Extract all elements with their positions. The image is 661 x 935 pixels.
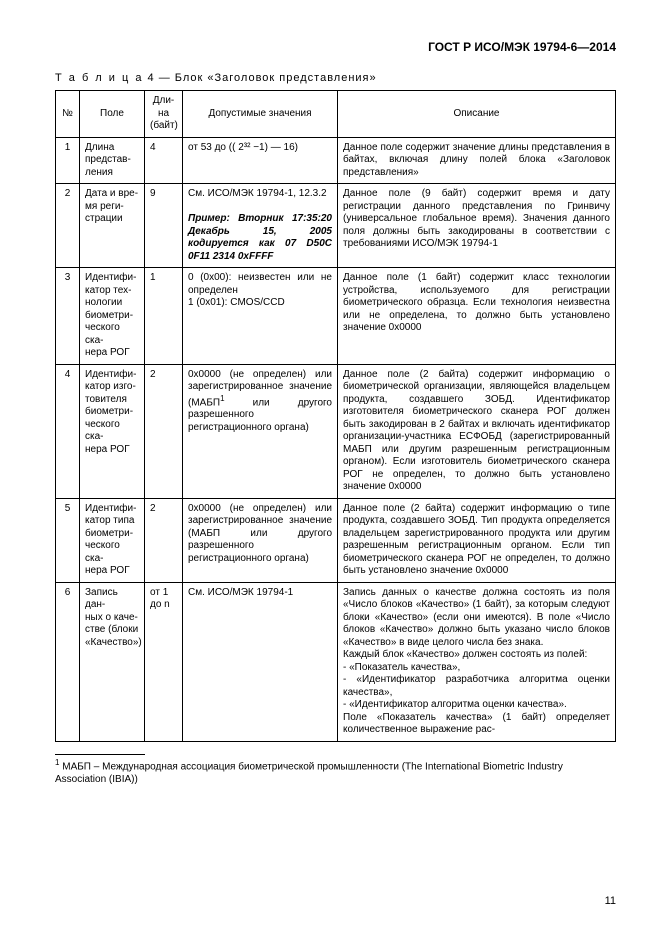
cell-length: 4 xyxy=(145,137,183,184)
table-row: 4Идентифи-катор изго-товителя биометри-ч… xyxy=(56,364,616,498)
page-number: 11 xyxy=(605,895,616,907)
footnote-text: МАБП – Международная ассоциация биометри… xyxy=(55,761,563,785)
cell-description: Данное поле (2 байта) содержит информаци… xyxy=(338,364,616,498)
cell-allowed: 0 (0x00): неизвестен или не определен1 (… xyxy=(183,268,338,365)
page: ГОСТ Р ИСО/МЭК 19794-6—2014 Т а б л и ц … xyxy=(0,0,661,935)
cell-description: Запись данных о качестве должна состоять… xyxy=(338,582,616,741)
col-header-num: № xyxy=(56,91,80,138)
cell-allowed: 0x0000 (не определен) или зарегистрирова… xyxy=(183,498,338,582)
table-row: 1Длина представ-ления4от 53 до (( 2³² −1… xyxy=(56,137,616,184)
cell-num: 1 xyxy=(56,137,80,184)
cell-description: Данное поле (9 байт) содержит время и да… xyxy=(338,184,616,268)
footnote-separator xyxy=(55,754,145,755)
main-table: № Поле Дли-на(байт) Допустимые значения … xyxy=(55,90,616,742)
cell-length: 2 xyxy=(145,498,183,582)
cell-description: Данное поле (2 байта) содержит информаци… xyxy=(338,498,616,582)
footnote: 1 МАБП – Международная ассоциация биомет… xyxy=(55,758,616,786)
cell-allowed: от 53 до (( 2³² −1) — 16) xyxy=(183,137,338,184)
cell-field: Идентифи-катор тех-нологии биометри-ческ… xyxy=(80,268,145,365)
document-code: ГОСТ Р ИСО/МЭК 19794-6—2014 xyxy=(55,40,616,54)
cell-num: 3 xyxy=(56,268,80,365)
table-row: 3Идентифи-катор тех-нологии биометри-чес… xyxy=(56,268,616,365)
caption-label: Т а б л и ц а xyxy=(55,72,143,84)
cell-length: 1 xyxy=(145,268,183,365)
caption-dash: — xyxy=(159,72,171,84)
table-row: 2Дата и вре-мя реги-страции9См. ИСО/МЭК … xyxy=(56,184,616,268)
cell-description: Данное поле (1 байт) содержит класс техн… xyxy=(338,268,616,365)
cell-num: 2 xyxy=(56,184,80,268)
cell-length: от 1 до n xyxy=(145,582,183,741)
cell-num: 4 xyxy=(56,364,80,498)
cell-description: Данное поле содержит значение длины пред… xyxy=(338,137,616,184)
cell-length: 9 xyxy=(145,184,183,268)
cell-length: 2 xyxy=(145,364,183,498)
caption-title: Блок «Заголовок представления» xyxy=(175,72,377,84)
cell-allowed: 0x0000 (не определен) или зарегистрирова… xyxy=(183,364,338,498)
cell-allowed: См. ИСО/МЭК 19794-1 xyxy=(183,582,338,741)
cell-allowed: См. ИСО/МЭК 19794-1, 12.3.2Пример: Вторн… xyxy=(183,184,338,268)
cell-field: Дата и вре-мя реги-страции xyxy=(80,184,145,268)
table-body: 1Длина представ-ления4от 53 до (( 2³² −1… xyxy=(56,137,616,741)
caption-num: 4 xyxy=(148,72,155,84)
table-header-row: № Поле Дли-на(байт) Допустимые значения … xyxy=(56,91,616,138)
col-header-desc: Описание xyxy=(338,91,616,138)
table-row: 6Запись дан-ных о каче-стве (блоки «Каче… xyxy=(56,582,616,741)
cell-field: Идентифи-катор изго-товителя биометри-че… xyxy=(80,364,145,498)
table-row: 5Идентифи-катор типа биометри-ческого ск… xyxy=(56,498,616,582)
col-header-allowed: Допустимые значения xyxy=(183,91,338,138)
col-header-field: Поле xyxy=(80,91,145,138)
table-caption: Т а б л и ц а 4 — Блок «Заголовок предст… xyxy=(55,72,616,84)
cell-num: 6 xyxy=(56,582,80,741)
cell-num: 5 xyxy=(56,498,80,582)
cell-field: Запись дан-ных о каче-стве (блоки «Качес… xyxy=(80,582,145,741)
col-header-len: Дли-на(байт) xyxy=(145,91,183,138)
footnote-marker: 1 xyxy=(55,758,59,767)
cell-field: Идентифи-катор типа биометри-ческого ска… xyxy=(80,498,145,582)
cell-field: Длина представ-ления xyxy=(80,137,145,184)
